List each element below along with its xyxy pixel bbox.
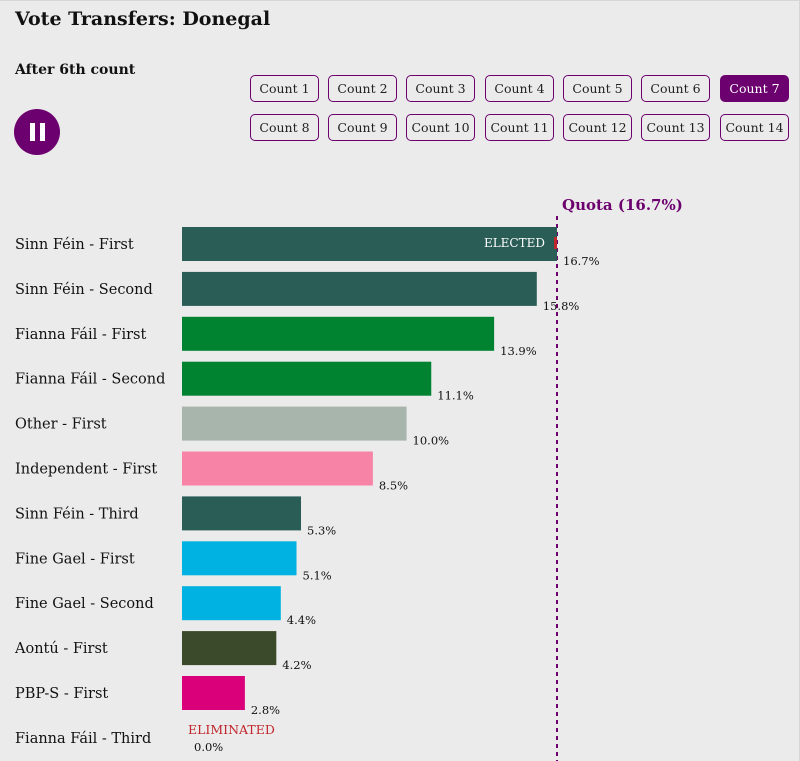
bar [182, 541, 297, 576]
bar [182, 316, 495, 351]
count-button-3[interactable]: Count 3 [406, 75, 475, 102]
count-button-2[interactable]: Count 2 [328, 75, 397, 102]
count-button-10[interactable]: Count 10 [406, 114, 475, 141]
count-button-14[interactable]: Count 14 [720, 114, 789, 141]
value-label: 16.7% [563, 254, 600, 268]
candidate-label: Fine Gael - First [15, 551, 135, 567]
candidate-label: Sinn Féin - Second [15, 282, 153, 298]
bar [182, 586, 281, 621]
count-button-8[interactable]: Count 8 [250, 114, 319, 141]
bar [182, 271, 537, 306]
bar [182, 451, 373, 486]
eliminated-badge: ELIMINATED [188, 722, 275, 737]
candidate-label: Fianna Fáil - Third [15, 731, 151, 747]
count-button-4[interactable]: Count 4 [485, 75, 554, 102]
pause-button[interactable] [14, 109, 60, 155]
value-label: 4.4% [287, 613, 316, 627]
pause-icon-bar-left [29, 123, 35, 141]
candidate-label: Fine Gael - Second [15, 596, 154, 612]
value-label: 2.8% [251, 703, 280, 717]
top-border [0, 0, 800, 1]
value-label: 5.1% [303, 568, 332, 582]
quota-label: Quota (16.7%) [562, 196, 683, 214]
value-label: 4.2% [282, 658, 311, 672]
elected-badge: ELECTED [484, 236, 545, 250]
elected-marker [554, 237, 557, 249]
candidate-label: Fianna Fáil - First [15, 327, 146, 343]
candidate-label: Sinn Féin - Third [15, 506, 139, 522]
candidate-label: Other - First [15, 417, 107, 433]
candidate-label: Sinn Féin - First [15, 237, 134, 253]
candidate-label: Aontú - First [14, 641, 108, 657]
candidate-label: Fianna Fáil - Second [15, 372, 165, 388]
bar [182, 631, 277, 666]
value-label: 10.0% [413, 434, 450, 448]
count-button-9[interactable]: Count 9 [328, 114, 397, 141]
candidate-label: Independent - First [15, 462, 157, 478]
count-button-12[interactable]: Count 12 [563, 114, 632, 141]
bar [182, 227, 557, 261]
candidate-label: PBP-S - First [15, 686, 108, 702]
bar [182, 496, 302, 531]
value-label: 0.0% [194, 740, 223, 754]
count-button-1[interactable]: Count 1 [250, 75, 319, 102]
bar [182, 361, 432, 396]
bar [182, 406, 407, 441]
count-button-13[interactable]: Count 13 [641, 114, 710, 141]
value-label: 11.1% [437, 389, 474, 403]
count-status: After 6th count [15, 62, 136, 78]
value-label: 8.5% [379, 479, 408, 493]
page-title: Vote Transfers: Donegal [15, 8, 271, 30]
count-button-5[interactable]: Count 5 [563, 75, 632, 102]
count-button-7[interactable]: Count 7 [720, 75, 789, 102]
count-button-6[interactable]: Count 6 [641, 75, 710, 102]
count-button-11[interactable]: Count 11 [485, 114, 554, 141]
value-label: 15.8% [543, 299, 580, 313]
bar [182, 676, 245, 710]
value-label: 5.3% [307, 523, 336, 537]
value-label: 13.9% [500, 344, 537, 358]
pause-icon-bar-right [39, 123, 45, 141]
